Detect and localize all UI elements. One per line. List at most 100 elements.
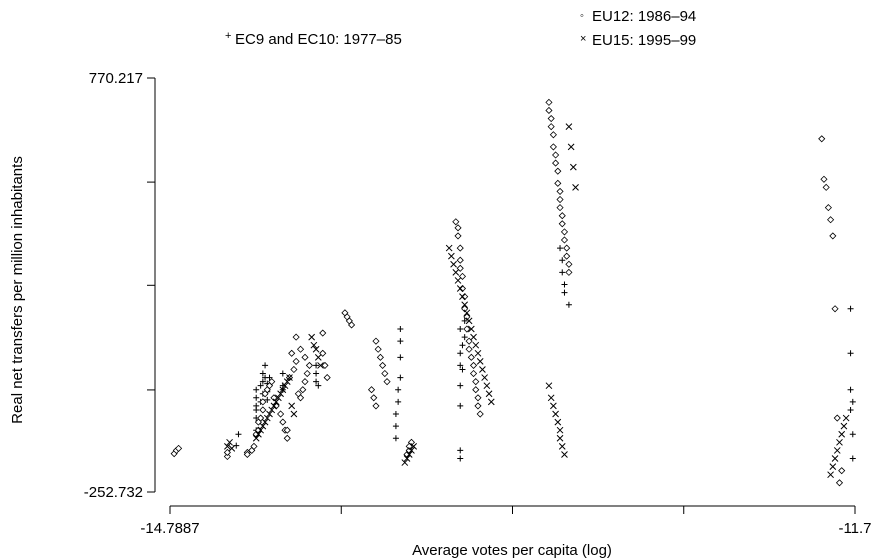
point-eu15 <box>547 394 555 402</box>
point-eu15 <box>474 349 482 357</box>
point-eu12 <box>545 98 553 106</box>
point-eu12 <box>303 369 311 378</box>
point-eu12 <box>259 398 267 406</box>
point-eu12 <box>348 321 356 329</box>
point-eu15 <box>261 418 269 426</box>
point-eu12 <box>379 361 387 369</box>
point-eu12 <box>270 394 278 402</box>
point-eu12 <box>472 378 480 386</box>
point-ec9-ec10 <box>395 386 402 393</box>
point-eu15 <box>266 410 273 418</box>
point-ec9-ec10 <box>457 455 464 462</box>
point-eu12 <box>290 365 298 374</box>
point-eu15 <box>456 285 464 292</box>
point-eu15 <box>401 459 409 466</box>
point-eu12 <box>829 232 837 240</box>
point-eu15 <box>310 341 318 349</box>
x-tick-label: -14.7887 <box>140 520 199 537</box>
point-ec9-ec10 <box>313 378 320 385</box>
point-eu15 <box>312 345 320 353</box>
x-tick-label: -11.7 <box>838 520 871 537</box>
point-eu12 <box>376 353 384 361</box>
point-eu15 <box>257 426 264 434</box>
point-eu12 <box>824 204 832 212</box>
point-eu12 <box>558 212 566 220</box>
point-eu12 <box>370 394 378 402</box>
point-eu12 <box>549 131 557 139</box>
point-ec9-ec10 <box>847 350 854 357</box>
point-eu15 <box>270 402 278 410</box>
point-eu12 <box>292 357 300 365</box>
legend-marker-eu15: × <box>580 33 586 45</box>
point-ec9-ec10 <box>849 455 856 462</box>
point-eu12 <box>250 442 258 450</box>
point-eu12 <box>556 195 564 204</box>
point-eu12 <box>820 175 828 183</box>
point-eu15 <box>483 382 491 390</box>
point-eu15 <box>472 341 480 349</box>
point-eu12 <box>456 244 464 252</box>
point-eu12 <box>556 187 564 195</box>
point-eu15 <box>454 277 462 284</box>
point-ec9-ec10 <box>565 301 572 308</box>
point-eu15 <box>831 455 839 462</box>
point-ec9-ec10 <box>559 257 566 264</box>
point-eu15 <box>565 123 573 131</box>
point-eu15 <box>226 438 233 446</box>
point-eu15 <box>842 414 850 422</box>
point-eu12 <box>301 378 309 386</box>
point-eu12 <box>838 467 846 475</box>
point-eu15 <box>410 443 418 450</box>
point-eu15 <box>263 414 271 422</box>
point-ec9-ec10 <box>392 410 399 417</box>
point-eu15 <box>833 447 841 454</box>
point-eu15 <box>272 398 280 406</box>
point-eu12 <box>547 114 555 123</box>
point-eu15 <box>838 430 846 438</box>
point-ec9-ec10 <box>849 398 856 405</box>
point-eu12 <box>383 378 391 386</box>
point-eu12 <box>319 349 327 357</box>
point-eu12 <box>259 406 267 414</box>
point-eu15 <box>283 378 291 385</box>
point-eu12 <box>476 410 484 418</box>
point-eu15 <box>314 353 322 361</box>
point-eu12 <box>461 293 469 301</box>
point-ec9-ec10 <box>395 398 402 405</box>
legend-marker-eu12: ◦ <box>580 10 584 22</box>
point-eu15 <box>228 445 236 452</box>
point-eu15 <box>836 438 843 446</box>
point-ec9-ec10 <box>457 402 464 409</box>
legend: + EC9 and EC10: 1977–85 ◦ EU12: 1986–94 … <box>225 8 696 49</box>
point-eu15 <box>259 422 267 430</box>
point-ec9-ec10 <box>259 370 266 377</box>
point-ec9-ec10 <box>457 382 464 389</box>
point-eu15 <box>467 325 475 333</box>
point-ec9-ec10 <box>266 374 273 381</box>
point-eu12 <box>463 325 471 333</box>
point-eu12 <box>243 450 251 459</box>
point-eu15 <box>279 386 287 394</box>
point-ec9-ec10 <box>315 382 322 389</box>
point-eu12 <box>565 260 573 268</box>
point-eu12 <box>407 438 416 446</box>
point-ec9-ec10 <box>561 281 568 288</box>
point-ec9-ec10 <box>457 447 464 454</box>
point-eu12 <box>831 305 839 313</box>
point-eu12 <box>305 361 313 369</box>
point-eu15 <box>463 309 471 317</box>
point-eu12 <box>545 106 553 115</box>
point-eu12 <box>458 284 467 293</box>
point-eu12 <box>288 349 296 357</box>
point-ec9-ec10 <box>561 289 568 296</box>
point-eu15 <box>487 398 495 406</box>
point-eu15 <box>452 268 460 276</box>
point-ec9-ec10 <box>313 370 320 377</box>
point-eu12 <box>367 386 376 394</box>
point-eu15 <box>556 426 564 434</box>
point-eu12 <box>474 402 482 410</box>
point-eu15 <box>554 418 562 426</box>
y-tick-label: -252.732 <box>84 484 143 501</box>
point-eu12 <box>372 337 380 345</box>
point-eu15 <box>448 252 455 260</box>
